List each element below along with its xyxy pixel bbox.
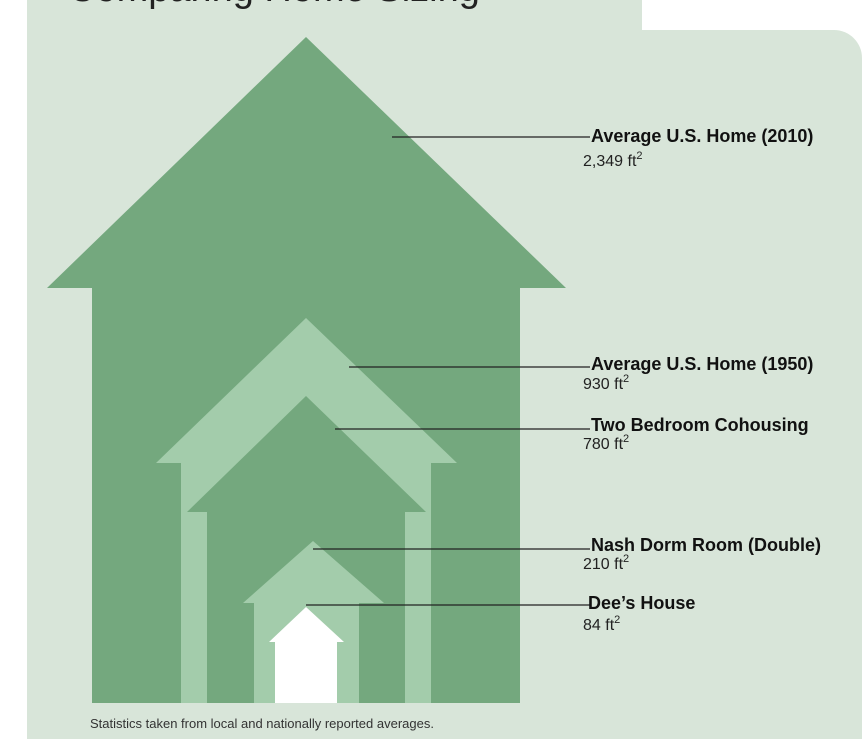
footnote: Statistics taken from local and national… <box>90 716 434 731</box>
label-cohousing: Two Bedroom Cohousing <box>591 415 809 435</box>
corner-notch <box>642 0 862 30</box>
label-2010: Average U.S. Home (2010) <box>591 126 813 146</box>
value-cohousing: 780 ft2 <box>583 433 629 453</box>
value-dee: 84 ft2 <box>583 614 620 634</box>
label-1950: Average U.S. Home (1950) <box>591 354 813 374</box>
title-banner <box>27 0 642 30</box>
corner-notch-rounded <box>642 30 862 60</box>
label-dorm: Nash Dorm Room (Double) <box>591 535 821 555</box>
chart-title: Comparing Home Sizing <box>68 0 480 11</box>
value-2010: 2,349 ft2 <box>583 150 643 170</box>
house-dee <box>269 607 344 703</box>
value-1950: 930 ft2 <box>583 373 629 393</box>
label-dee: Dee’s House <box>588 593 695 613</box>
value-dorm: 210 ft2 <box>583 553 629 573</box>
